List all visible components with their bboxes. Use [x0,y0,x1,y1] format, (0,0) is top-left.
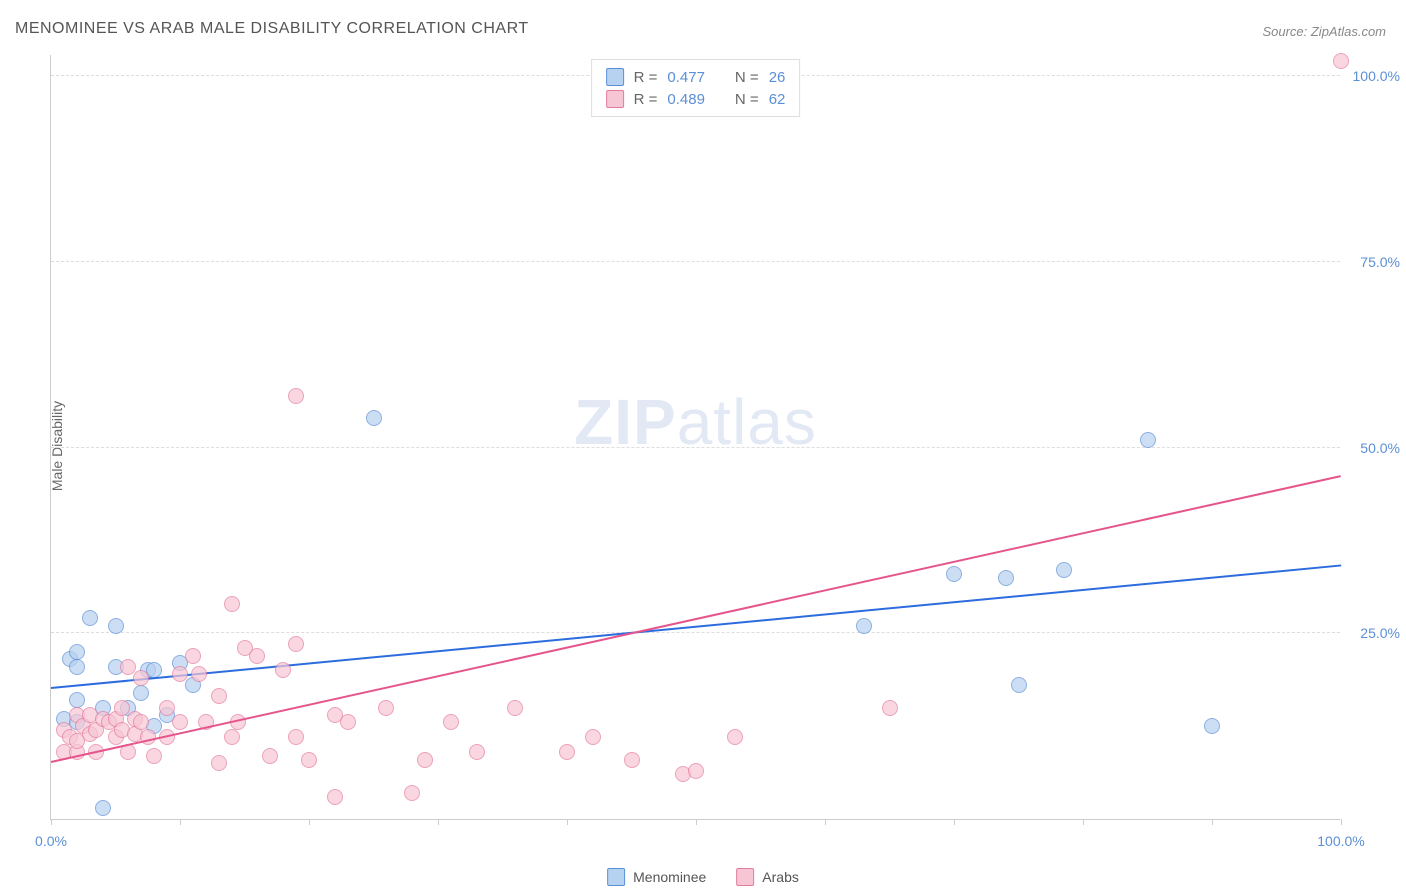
r-label: R = [634,69,658,86]
scatter-point [262,748,278,764]
scatter-point [172,666,188,682]
legend-item-arabs: Arabs [736,868,799,886]
scatter-point [507,700,523,716]
legend-series: Menominee Arabs [607,868,799,886]
legend-swatch-icon [736,868,754,886]
x-tick [825,819,826,825]
scatter-point [882,700,898,716]
x-tick [1083,819,1084,825]
scatter-point [301,752,317,768]
y-tick-label: 50.0% [1345,440,1400,456]
scatter-point [211,688,227,704]
scatter-point [133,670,149,686]
scatter-point [469,744,485,760]
scatter-point [95,800,111,816]
chart-container: MENOMINEE VS ARAB MALE DISABILITY CORREL… [0,0,1406,892]
scatter-point [133,714,149,730]
scatter-point [378,700,394,716]
n-value-menominee: 26 [769,69,786,86]
x-tick [696,819,697,825]
scatter-point [1011,677,1027,693]
scatter-point [69,692,85,708]
x-tick [438,819,439,825]
scatter-point [585,729,601,745]
scatter-point [624,752,640,768]
scatter-point [856,618,872,634]
scatter-point [727,729,743,745]
chart-title: MENOMINEE VS ARAB MALE DISABILITY CORREL… [15,20,529,38]
legend-swatch-arabs [606,90,624,108]
r-value-arabs: 0.489 [667,91,705,108]
scatter-point [340,714,356,730]
scatter-point [82,610,98,626]
legend-row-menominee: R = 0.477 N = 26 [606,66,786,88]
scatter-point [133,685,149,701]
scatter-point [288,636,304,652]
r-label: R = [634,91,658,108]
x-tick [1341,819,1342,825]
scatter-point [1204,718,1220,734]
y-tick-label: 75.0% [1345,254,1400,270]
x-tick-label: 100.0% [1317,833,1364,849]
scatter-point [191,666,207,682]
scatter-point [288,388,304,404]
scatter-point [159,700,175,716]
scatter-point [404,785,420,801]
scatter-point [146,748,162,764]
y-tick-label: 100.0% [1345,68,1400,84]
scatter-point [224,596,240,612]
scatter-point [172,714,188,730]
scatter-point [249,648,265,664]
scatter-point [998,570,1014,586]
legend-swatch-menominee [606,68,624,86]
x-tick-label: 0.0% [35,833,67,849]
gridline [51,261,1340,262]
scatter-point [1333,53,1349,69]
x-tick [954,819,955,825]
scatter-point [443,714,459,730]
x-tick [180,819,181,825]
gridline [51,632,1340,633]
scatter-point [224,729,240,745]
r-value-menominee: 0.477 [667,69,705,86]
trend-line [51,564,1341,689]
x-tick [567,819,568,825]
source-label: Source: ZipAtlas.com [1262,24,1386,39]
n-value-arabs: 62 [769,91,786,108]
legend-label: Arabs [762,869,799,885]
scatter-point [69,659,85,675]
trend-line [51,475,1341,763]
legend-swatch-icon [607,868,625,886]
scatter-point [108,618,124,634]
scatter-point [1056,562,1072,578]
scatter-point [946,566,962,582]
scatter-point [1140,432,1156,448]
n-label: N = [735,69,759,86]
scatter-point [69,644,85,660]
scatter-point [559,744,575,760]
scatter-point [417,752,433,768]
legend-correlation: R = 0.477 N = 26 R = 0.489 N = 62 [591,59,801,117]
scatter-point [275,662,291,678]
scatter-point [211,755,227,771]
legend-label: Menominee [633,869,706,885]
scatter-point [688,763,704,779]
x-tick [51,819,52,825]
n-label: N = [735,91,759,108]
plot-area: ZIPatlas R = 0.477 N = 26 R = 0.489 N = … [50,55,1340,820]
x-tick [309,819,310,825]
x-tick [1212,819,1213,825]
legend-row-arabs: R = 0.489 N = 62 [606,88,786,110]
scatter-point [366,410,382,426]
scatter-point [288,729,304,745]
scatter-point [185,648,201,664]
legend-item-menominee: Menominee [607,868,706,886]
y-tick-label: 25.0% [1345,625,1400,641]
scatter-point [327,789,343,805]
